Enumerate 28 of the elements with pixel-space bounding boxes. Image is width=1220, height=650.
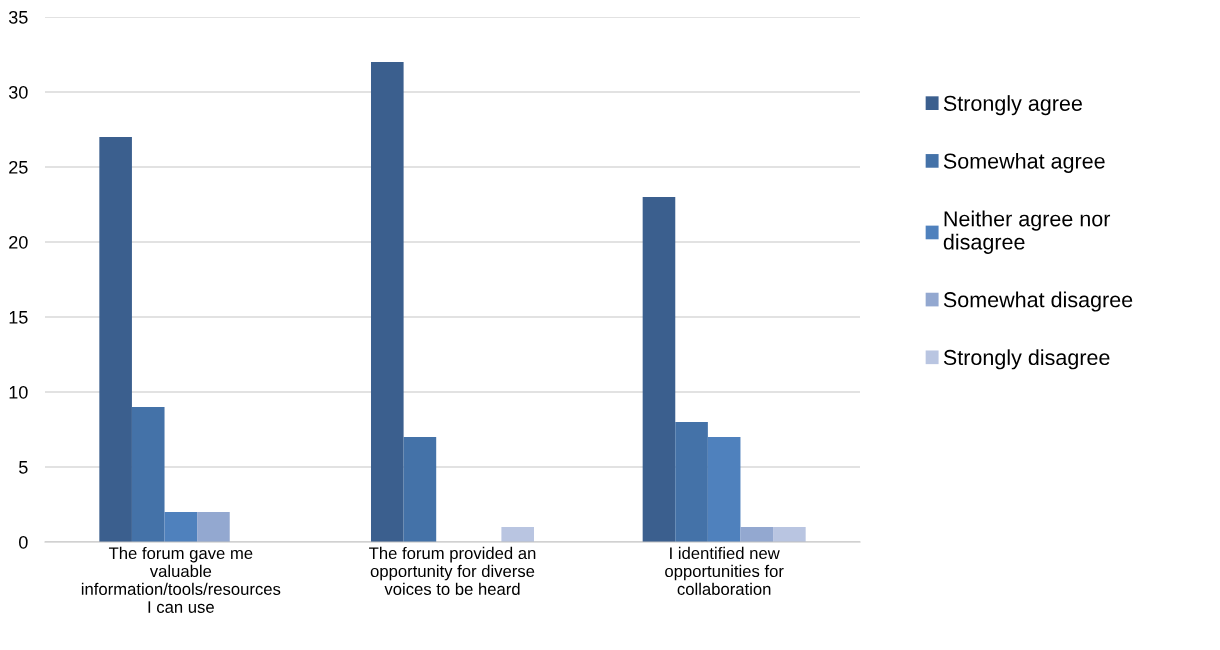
bar [99, 137, 132, 542]
bar [197, 512, 230, 542]
legend-label: Somewhat agree [943, 152, 1105, 173]
bar [740, 527, 774, 542]
y-tick-label: 10 [9, 385, 28, 399]
bar [403, 437, 437, 542]
y-tick-label: 35 [8, 10, 28, 24]
y-tick-label: 15 [9, 311, 28, 324]
x-tick-label: The forum provided an opportunity for diverse voices to be heard [369, 546, 536, 596]
y-tick-label: 25 [9, 160, 28, 174]
bar [773, 527, 806, 542]
legend-label: Somewhat disagree [943, 291, 1133, 312]
bar [707, 437, 741, 542]
bar [501, 527, 534, 542]
bar [371, 62, 404, 542]
bar [642, 197, 676, 542]
legend-label: Neither agree nor disagree [943, 210, 1111, 254]
y-tick-label: 20 [9, 235, 28, 249]
bar [131, 407, 165, 542]
y-tick-label: 5 [19, 461, 28, 474]
bar [164, 512, 198, 542]
bar [675, 422, 708, 542]
legend-label: Strongly agree [943, 95, 1082, 116]
legend-label: Strongly disagree [943, 349, 1110, 370]
y-tick-label: 0 [19, 535, 28, 549]
y-tick-label: 30 [8, 85, 28, 99]
x-tick-label: I identified new opportunities for collaboration [665, 546, 784, 596]
x-tick-label: The forum gave me valuable information/tools/resources I can use [81, 546, 281, 613]
